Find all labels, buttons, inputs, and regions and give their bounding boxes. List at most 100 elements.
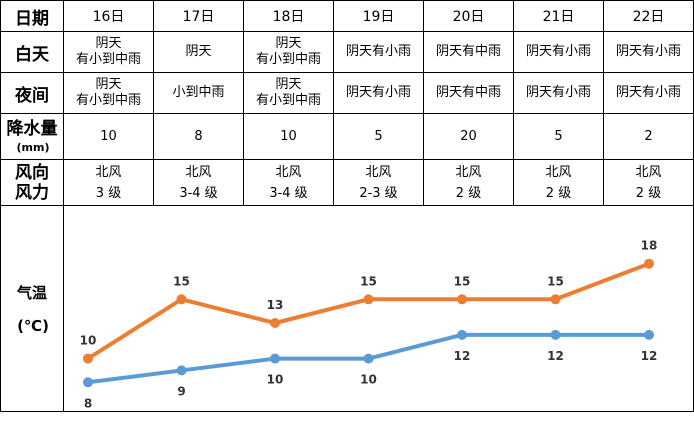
temperature-point [550,329,561,340]
temperature-data-label: 12 [547,349,564,363]
precipitation-row: 降水量 (mm) 10 8 10 5 20 5 2 [0,113,694,160]
night-weather-cell: 阴天 有小到中雨 [63,72,154,114]
wind-cell: 北风 2 级 [603,159,694,206]
daytime-weather-cell: 阴天有小雨 [333,31,424,73]
wind-force: 3-4 级 [269,185,308,201]
temperature-unit: (℃) [17,317,49,335]
temperature-point [270,318,280,328]
date-row-label: 日期 [0,0,64,32]
wind-cell: 北风 3-4 级 [153,159,244,206]
wind-force: 3 级 [95,185,122,201]
temperature-data-label: 12 [641,349,658,363]
temperature-point [176,294,187,305]
weather-text: 小到中雨 [172,85,225,100]
night-row-label: 夜间 [0,72,64,114]
wind-row: 风向 风力 北风 3 级 北风 3-4 级 北风 3-4 级 北风 2-3 级 北风 2 级… [0,159,694,206]
daytime-row: 白天 阴天 有小到中雨 阴天 阴天 有小到中雨 阴天有小雨 阴天有中雨 阴天有小雨 … [0,31,694,73]
weather-text: 阴天 [95,77,122,92]
precipitation-unit: (mm) [16,141,50,154]
wind-direction: 北风 [275,164,302,180]
night-weather-cell: 小到中雨 [153,72,244,114]
weather-text: 阴天有中雨 [435,85,501,100]
daytime-weather-cell: 阴天有小雨 [603,31,694,73]
wind-direction: 北风 [455,164,482,180]
temperature-point [550,294,561,305]
temperature-data-label: 13 [267,298,284,312]
night-weather-cell: 阴天有中雨 [423,72,514,114]
temperature-data-label: 9 [177,384,185,398]
date-cell: 16日 [63,0,154,32]
wind-direction: 北风 [635,164,662,180]
wind-cell: 北风 3 级 [63,159,154,206]
temperature-point [270,353,280,364]
night-weather-cell: 阴天有小雨 [513,72,604,114]
weather-text: 阴天有中雨 [435,44,501,59]
wind-force: 2 级 [455,185,482,201]
temperature-point [644,329,654,340]
weather-text: 阴天有小雨 [615,44,681,59]
temperature-data-label: 8 [84,396,92,410]
temperature-point [363,353,374,364]
wind-cell: 北风 2 级 [513,159,604,206]
weather-text: 有小到中雨 [75,93,141,108]
wind-direction: 北风 [545,164,572,180]
weather-text: 阴天 [95,36,122,51]
wind-force: 3-4 级 [179,185,218,201]
weather-text: 阴天 [275,77,302,92]
temperature-point [457,294,467,305]
daytime-row-label: 白天 [0,31,64,73]
temperature-point [457,329,467,340]
weather-text: 有小到中雨 [75,52,141,67]
weather-text: 阴天 [275,36,302,51]
temperature-data-label: 18 [641,239,658,253]
precipitation-cell: 2 [603,113,694,160]
wind-direction-label: 风向 [15,162,49,183]
temperature-data-label: 10 [80,334,97,348]
wind-force: 2 级 [545,185,572,201]
precipitation-cell: 10 [63,113,154,160]
wind-direction: 北风 [365,164,392,180]
daytime-weather-cell: 阴天 有小到中雨 [63,31,154,73]
date-row: 日期 16日 17日 18日 19日 20日 21日 22日 [0,0,694,32]
temperature-point [83,353,93,364]
temperature-data-label: 12 [454,349,471,363]
date-cell: 22日 [603,0,694,32]
daytime-weather-cell: 阴天有中雨 [423,31,514,73]
temperature-data-label: 15 [173,274,190,288]
precipitation-row-label: 降水量 (mm) [0,113,64,160]
temperature-label: 气温 [16,284,47,302]
night-weather-cell: 阴天有小雨 [333,72,424,114]
weather-text: 阴天有小雨 [525,44,591,59]
night-row: 夜间 阴天 有小到中雨 小到中雨 阴天 有小到中雨 阴天有小雨 阴天有中雨 阴天有小… [0,72,694,114]
wind-direction: 北风 [95,164,122,180]
temperature-point [363,294,374,305]
precipitation-label: 降水量 [6,119,58,139]
weather-text: 阴天有小雨 [525,85,591,100]
temperature-data-label: 15 [547,274,564,288]
temperature-data-label: 10 [360,373,377,387]
temperature-data-label: 10 [267,373,284,387]
weather-text: 有小到中雨 [255,52,321,67]
forecast-table: 日期 16日 17日 18日 19日 20日 21日 22日 白天 阴天 有小到中… [0,0,694,412]
daytime-weather-cell: 阴天 [153,31,244,73]
temperature-point [644,258,654,269]
date-cell: 21日 [513,0,604,32]
wind-force: 2-3 级 [359,185,398,201]
weather-text: 阴天有小雨 [345,85,411,100]
weather-text: 阴天有小雨 [615,85,681,100]
wind-force-label: 风力 [15,182,49,203]
wind-cell: 北风 3-4 级 [243,159,334,206]
date-cell: 18日 [243,0,334,32]
wind-cell: 北风 2-3 级 [333,159,424,206]
wind-force: 2 级 [635,185,662,201]
temperature-point [176,365,187,376]
temperature-row-label: 气温 (℃) [0,205,64,412]
temperature-data-label: 15 [360,274,377,288]
temperature-data-label: 15 [454,274,471,288]
weather-text: 有小到中雨 [255,93,321,108]
wind-direction: 北风 [185,164,212,180]
precipitation-cell: 10 [243,113,334,160]
weather-text: 阴天有小雨 [345,44,411,59]
